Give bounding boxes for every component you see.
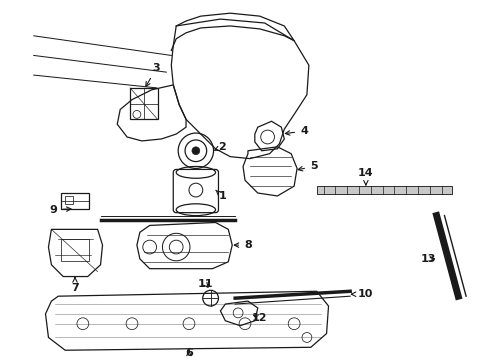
- Text: 10: 10: [351, 289, 373, 299]
- Text: 8: 8: [234, 240, 252, 250]
- Circle shape: [192, 147, 200, 155]
- Text: 1: 1: [216, 190, 226, 201]
- Text: 14: 14: [358, 168, 374, 185]
- Text: 12: 12: [252, 313, 268, 323]
- Text: 3: 3: [146, 63, 160, 86]
- Bar: [61, 239, 89, 261]
- Text: 2: 2: [215, 142, 226, 152]
- Text: 4: 4: [285, 126, 308, 136]
- Bar: [65, 196, 73, 204]
- Bar: [130, 88, 158, 119]
- Bar: [61, 193, 89, 209]
- Text: 9: 9: [49, 205, 71, 215]
- Text: 11: 11: [198, 279, 214, 289]
- Text: 13: 13: [421, 254, 437, 264]
- Text: 5: 5: [298, 162, 318, 171]
- Bar: [317, 186, 452, 194]
- Text: 7: 7: [71, 278, 79, 293]
- Text: 6: 6: [185, 348, 193, 358]
